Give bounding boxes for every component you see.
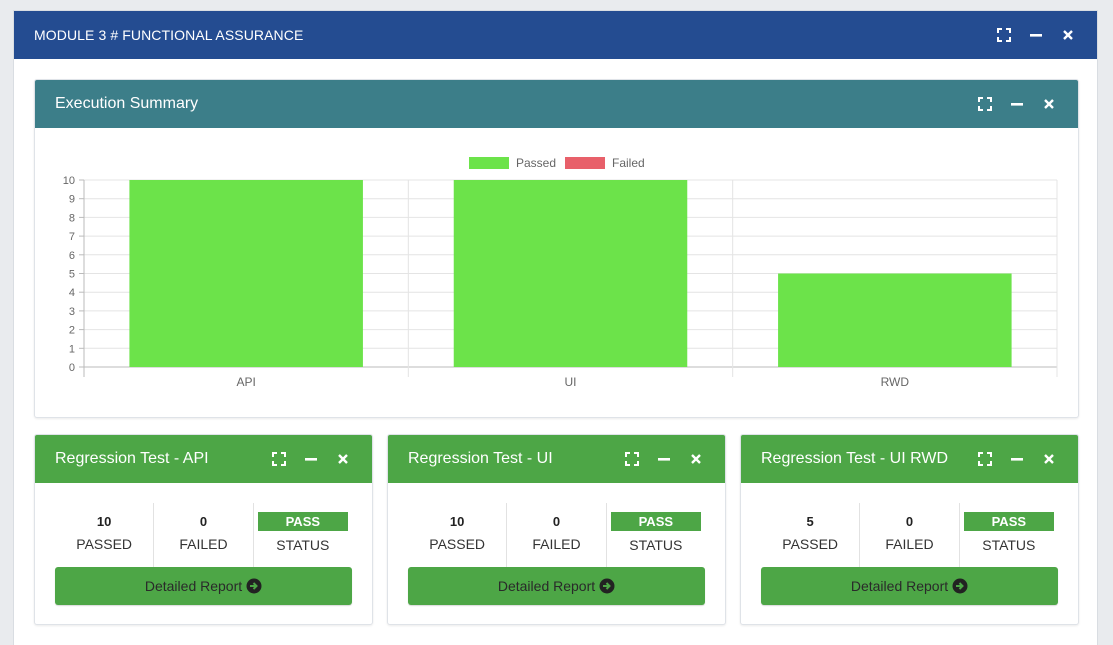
x-tick-label: API bbox=[236, 375, 255, 389]
failed-count: 0 bbox=[905, 514, 914, 529]
y-tick-label: 7 bbox=[69, 231, 75, 243]
close-icon[interactable] bbox=[1040, 450, 1058, 468]
y-tick-label: 9 bbox=[69, 194, 75, 206]
regression-tools bbox=[976, 450, 1058, 468]
status-stat: PASS STATUS bbox=[960, 503, 1058, 567]
close-icon[interactable] bbox=[334, 450, 352, 468]
passed-count: 10 bbox=[96, 514, 112, 529]
regression-panel-ui: Regression Test - UI 10 PASSED 0 FAI bbox=[387, 434, 726, 625]
regression-header: Regression Test - UI RWD bbox=[741, 435, 1078, 483]
expand-icon[interactable] bbox=[623, 450, 641, 468]
arrow-circle-right-icon bbox=[952, 578, 968, 594]
failed-count: 0 bbox=[552, 514, 561, 529]
passed-label: PASSED bbox=[429, 536, 486, 552]
regression-panel-api: Regression Test - API 10 PASSED 0 FA bbox=[34, 434, 373, 625]
x-tick-label: RWD bbox=[881, 375, 910, 389]
expand-icon[interactable] bbox=[995, 26, 1013, 44]
detailed-report-label: Detailed Report bbox=[850, 578, 949, 594]
expand-icon[interactable] bbox=[976, 95, 994, 113]
detailed-report-label: Detailed Report bbox=[497, 578, 596, 594]
failed-count: 0 bbox=[199, 514, 208, 529]
failed-stat: 0 FAILED bbox=[860, 503, 960, 567]
minimize-icon[interactable] bbox=[1008, 450, 1026, 468]
module-title: MODULE 3 # FUNCTIONAL ASSURANCE bbox=[34, 27, 304, 43]
arrow-circle-right-icon bbox=[246, 578, 262, 594]
failed-stat: 0 FAILED bbox=[154, 503, 254, 567]
status-label: STATUS bbox=[982, 537, 1036, 553]
execution-summary-panel: Execution Summary Passed Failed 0 1 2 3 4 5 6 7 8 9… bbox=[34, 79, 1079, 418]
regression-stats: 10 PASSED 0 FAILED PASS STATUS bbox=[55, 503, 352, 567]
regression-stats: 10 PASSED 0 FAILED PASS STATUS bbox=[408, 503, 705, 567]
y-tick-label: 4 bbox=[69, 287, 75, 299]
execution-summary-header: Execution Summary bbox=[35, 80, 1078, 128]
legend-label: Failed bbox=[612, 156, 645, 170]
detailed-report-label: Detailed Report bbox=[144, 578, 243, 594]
y-tick-label: 3 bbox=[69, 306, 75, 318]
minimize-icon[interactable] bbox=[655, 450, 673, 468]
detailed-report-button[interactable]: Detailed Report bbox=[761, 567, 1058, 605]
passed-stat: 10 PASSED bbox=[55, 503, 155, 567]
regression-title: Regression Test - UI RWD bbox=[761, 450, 949, 467]
passed-label: PASSED bbox=[76, 536, 133, 552]
status-stat: PASS STATUS bbox=[254, 503, 352, 567]
bar-passed bbox=[778, 273, 1012, 367]
regression-header: Regression Test - UI bbox=[388, 435, 725, 483]
y-tick-label: 8 bbox=[69, 212, 75, 224]
failed-label: FAILED bbox=[885, 536, 934, 552]
close-icon[interactable] bbox=[1059, 26, 1077, 44]
passed-count: 5 bbox=[806, 514, 814, 529]
x-tick-label: UI bbox=[565, 375, 577, 389]
regression-header: Regression Test - API bbox=[35, 435, 372, 483]
expand-icon[interactable] bbox=[976, 450, 994, 468]
regression-tools bbox=[623, 450, 705, 468]
passed-count: 10 bbox=[449, 514, 465, 529]
status-label: STATUS bbox=[276, 537, 330, 553]
regression-stats: 5 PASSED 0 FAILED PASS STATUS bbox=[761, 503, 1058, 567]
module-tools bbox=[995, 26, 1077, 44]
detailed-report-button[interactable]: Detailed Report bbox=[408, 567, 705, 605]
legend-swatch bbox=[469, 157, 509, 169]
status-badge: PASS bbox=[257, 512, 348, 531]
detailed-report-button[interactable]: Detailed Report bbox=[55, 567, 352, 605]
y-tick-label: 1 bbox=[69, 343, 75, 355]
failed-label: FAILED bbox=[179, 536, 228, 552]
passed-label: PASSED bbox=[782, 536, 839, 552]
close-icon[interactable] bbox=[1040, 95, 1058, 113]
passed-stat: 5 PASSED bbox=[761, 503, 861, 567]
arrow-circle-right-icon bbox=[599, 578, 615, 594]
status-stat: PASS STATUS bbox=[607, 503, 705, 567]
y-tick-label: 10 bbox=[63, 175, 75, 187]
bar-chart: Passed Failed 0 1 2 3 4 5 6 7 8 9 10 API UI RWD bbox=[63, 156, 1058, 389]
failed-stat: 0 FAILED bbox=[507, 503, 607, 567]
minimize-icon[interactable] bbox=[302, 450, 320, 468]
legend-label: Passed bbox=[516, 156, 556, 170]
summary-tools bbox=[976, 95, 1058, 113]
regression-tools bbox=[270, 450, 352, 468]
status-badge: PASS bbox=[610, 512, 701, 531]
y-tick-label: 2 bbox=[69, 325, 75, 337]
y-tick-label: 5 bbox=[69, 269, 75, 281]
bar-passed bbox=[129, 180, 363, 367]
failed-label: FAILED bbox=[532, 536, 581, 552]
module-header: MODULE 3 # FUNCTIONAL ASSURANCE bbox=[14, 11, 1097, 59]
regression-panel-ui-rwd: Regression Test - UI RWD 5 PASSED 0 bbox=[740, 434, 1079, 625]
execution-summary-title: Execution Summary bbox=[55, 95, 199, 112]
y-tick-label: 0 bbox=[69, 362, 75, 374]
status-label: STATUS bbox=[629, 537, 683, 553]
status-badge: PASS bbox=[963, 512, 1054, 531]
close-icon[interactable] bbox=[687, 450, 705, 468]
minimize-icon[interactable] bbox=[1008, 95, 1026, 113]
expand-icon[interactable] bbox=[270, 450, 288, 468]
passed-stat: 10 PASSED bbox=[408, 503, 508, 567]
minimize-icon[interactable] bbox=[1027, 26, 1045, 44]
execution-summary-chart: Passed Failed 0 1 2 3 4 5 6 7 8 9 10 API UI RWD bbox=[35, 128, 1078, 417]
legend-swatch bbox=[565, 157, 605, 169]
module-panel: MODULE 3 # FUNCTIONAL ASSURANCE Executio… bbox=[13, 10, 1098, 645]
regression-title: Regression Test - API bbox=[55, 450, 209, 467]
bar-passed bbox=[453, 180, 688, 367]
regression-title: Regression Test - UI bbox=[408, 450, 553, 467]
y-tick-label: 6 bbox=[69, 250, 75, 262]
